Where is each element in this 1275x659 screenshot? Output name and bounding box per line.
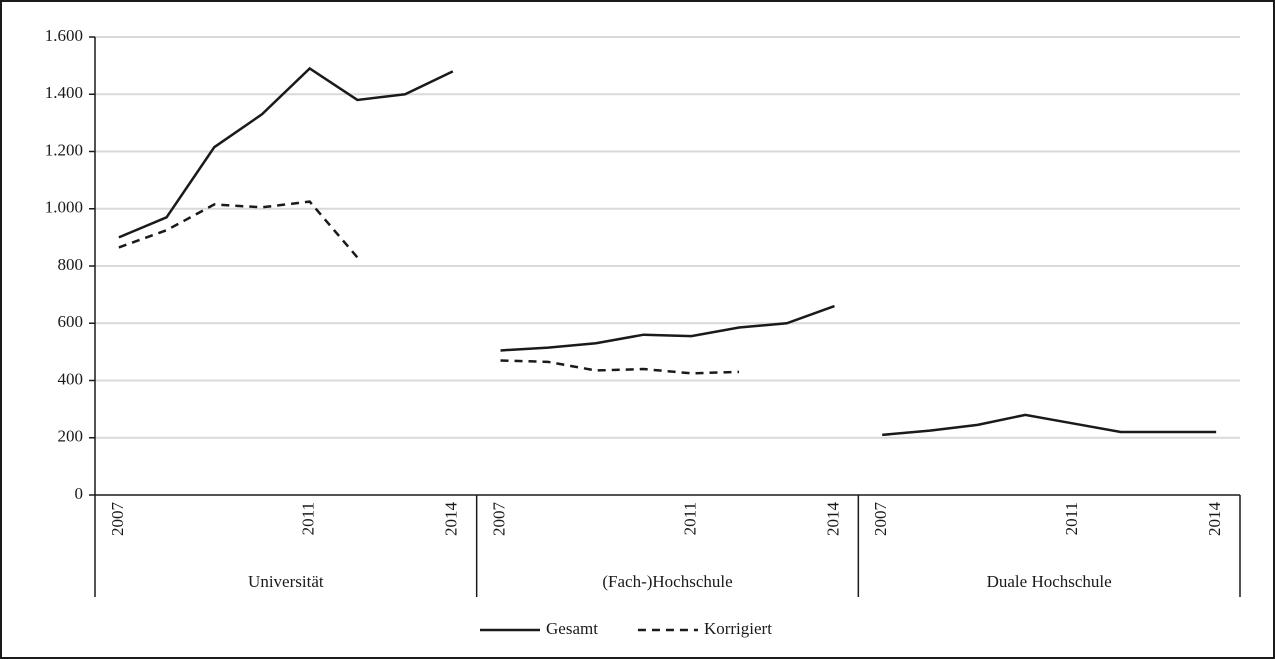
x-tick-label: 2011 (1062, 502, 1081, 535)
legend-label: Korrigiert (704, 619, 772, 638)
series-line (500, 304, 835, 352)
x-tick-label: 2007 (871, 502, 890, 537)
group-label: (Fach-)Hochschule (602, 572, 732, 591)
y-tick-label: 1.400 (45, 83, 83, 102)
series-line (118, 66, 454, 239)
x-tick-label: 2011 (299, 502, 318, 535)
x-tick-label: 2007 (108, 502, 127, 537)
y-tick-label: 1.200 (45, 140, 83, 159)
y-tick-label: 1.600 (45, 26, 83, 45)
group-label: Universität (248, 572, 324, 591)
y-tick-label: 200 (58, 427, 84, 446)
series-line (882, 413, 1217, 437)
y-tick-label: 600 (58, 312, 84, 331)
x-tick-label: 2014 (823, 502, 842, 537)
legend-label: Gesamt (546, 619, 598, 638)
group-label: Duale Hochschule (987, 572, 1112, 591)
x-tick-label: 2014 (442, 502, 461, 537)
y-tick-label: 1.000 (45, 198, 83, 217)
x-tick-label: 2007 (489, 502, 508, 536)
y-tick-label: 800 (58, 255, 84, 274)
x-tick-label: 2011 (680, 502, 699, 535)
x-tick-label: 2014 (1205, 502, 1224, 537)
y-tick-label: 0 (75, 484, 84, 503)
series-line (118, 200, 359, 259)
y-tick-label: 400 (58, 369, 84, 388)
series-line (500, 359, 740, 375)
